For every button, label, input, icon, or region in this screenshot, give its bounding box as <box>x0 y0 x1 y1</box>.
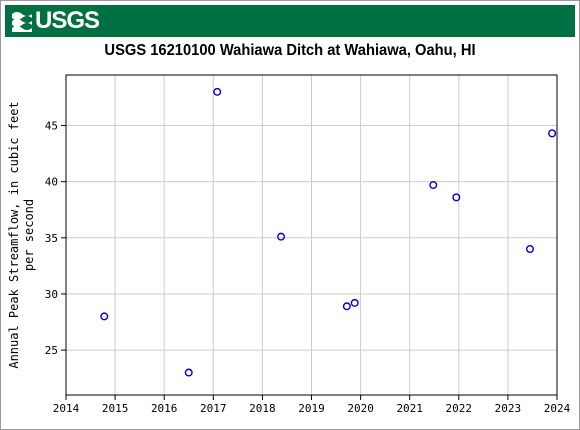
usgs-logo[interactable]: USGS <box>11 7 100 34</box>
y-tick-label: 25 <box>45 344 58 357</box>
usgs-wave-icon <box>12 12 32 32</box>
data-point <box>350 298 359 307</box>
chart-title: USGS 16210100 Wahiawa Ditch at Wahiawa, … <box>104 42 476 59</box>
data-point <box>277 232 286 241</box>
x-tick-label: 2015 <box>102 402 129 415</box>
x-tick-label: 2020 <box>347 402 374 415</box>
x-tick-label: 2022 <box>446 402 473 415</box>
data-point <box>548 129 557 138</box>
x-tick-label: 2021 <box>396 402 423 415</box>
data-point <box>184 368 193 377</box>
axis-ticks: 2014 2015 2016 2017 2018 2019 2020 2021 2022 2023… <box>45 120 571 415</box>
x-tick-label: 2017 <box>200 402 227 415</box>
data-point <box>429 181 438 190</box>
y-axis-label-line-2: per second <box>22 199 36 271</box>
data-point <box>213 87 222 96</box>
x-tick-label: 2019 <box>298 402 325 415</box>
x-tick-label: 2023 <box>495 402 522 415</box>
data-points <box>100 87 557 377</box>
y-tick-label: 30 <box>45 288 58 301</box>
grid-lines <box>65 75 558 395</box>
data-point <box>342 302 351 311</box>
data-point <box>100 312 109 321</box>
x-tick-label: 2014 <box>53 402 80 415</box>
y-tick-label: 35 <box>45 232 58 245</box>
data-point <box>525 245 534 254</box>
x-tick-label: 2018 <box>249 402 276 415</box>
y-axis-label-line-1: Annual Peak Streamflow, in cubic feet <box>7 101 21 368</box>
data-point <box>452 193 461 202</box>
y-tick-label: 45 <box>45 120 58 133</box>
y-tick-label: 40 <box>45 176 58 189</box>
usgs-banner: USGS <box>5 5 575 37</box>
x-tick-label: 2024 <box>544 402 571 415</box>
x-tick-label: 2016 <box>151 402 178 415</box>
usgs-logo-text: USGS <box>35 7 100 34</box>
